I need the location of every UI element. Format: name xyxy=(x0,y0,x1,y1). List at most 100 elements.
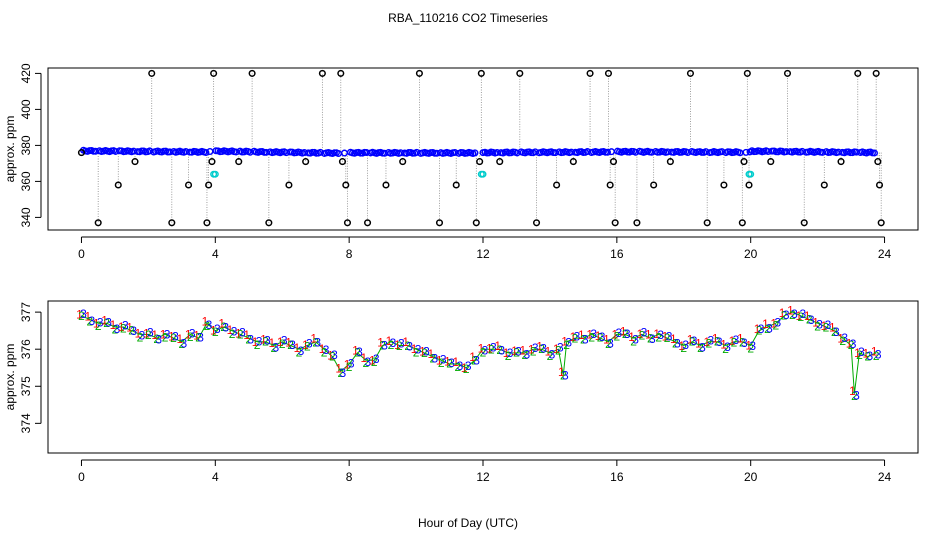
series-marker: 2 xyxy=(413,345,420,359)
series-marker: 1 xyxy=(176,332,183,346)
series-marker: 1 xyxy=(394,338,401,352)
spike-point xyxy=(720,181,728,189)
spike-point xyxy=(872,69,880,77)
series-marker: 2 xyxy=(254,338,261,352)
series-marker: 2 xyxy=(279,337,286,351)
series-line xyxy=(81,311,877,394)
series-marker: 1 xyxy=(611,328,618,342)
series-marker: 3 xyxy=(97,316,104,330)
cyan-point xyxy=(479,170,487,178)
series-marker: 2 xyxy=(220,320,227,334)
series-marker: 3 xyxy=(390,336,397,350)
series-marker: 3 xyxy=(791,307,798,321)
series-marker: 2 xyxy=(354,346,361,360)
series-marker: 3 xyxy=(473,354,480,368)
spike-point xyxy=(205,181,213,189)
series-marker: 2 xyxy=(145,328,152,342)
spike-point xyxy=(820,181,828,189)
series-marker: 3 xyxy=(440,353,447,367)
series-marker: 3 xyxy=(331,348,338,362)
series-marker: 2 xyxy=(95,319,102,333)
spike-point xyxy=(148,69,156,77)
spike-point xyxy=(94,219,102,227)
x-tick-label: 24 xyxy=(878,470,892,484)
series-marker: 2 xyxy=(86,314,93,328)
series-marker: 1 xyxy=(637,327,644,341)
x-tick-label: 20 xyxy=(744,247,758,261)
series-marker: 2 xyxy=(379,338,386,352)
series-marker: 1 xyxy=(126,320,133,334)
series-marker: 1 xyxy=(243,328,250,342)
x-tick-label: 16 xyxy=(610,247,624,261)
series-marker: 3 xyxy=(431,351,438,365)
series-marker: 2 xyxy=(296,345,303,359)
series-marker: 3 xyxy=(825,318,832,332)
series-marker: 2 xyxy=(555,343,562,357)
spike-point xyxy=(285,181,293,189)
series-marker: 2 xyxy=(179,337,186,351)
spike-point xyxy=(302,158,310,166)
series-marker: 1 xyxy=(461,361,468,375)
series-marker: 1 xyxy=(369,354,376,368)
spike-point xyxy=(476,158,484,166)
series-marker: 1 xyxy=(411,342,418,356)
series-marker: 3 xyxy=(482,343,489,357)
series-marker: 3 xyxy=(808,313,815,327)
series-marker: 2 xyxy=(505,349,512,363)
series-marker: 1 xyxy=(645,328,652,342)
series-marker: 3 xyxy=(850,337,857,351)
series-marker: 3 xyxy=(657,328,664,342)
y-tick-label: 360 xyxy=(19,171,33,191)
series-marker: 3 xyxy=(398,337,405,351)
series-marker: 3 xyxy=(540,342,547,356)
series-marker: 1 xyxy=(720,338,727,352)
series-marker: 3 xyxy=(465,359,472,373)
series-marker: 3 xyxy=(632,333,639,347)
series-marker: 1 xyxy=(486,341,493,355)
spike-point xyxy=(703,219,711,227)
spike-point xyxy=(364,219,372,227)
series-marker: 3 xyxy=(800,307,807,321)
series-marker: 2 xyxy=(371,355,378,369)
x-tick-label: 0 xyxy=(78,247,85,261)
series-marker: 2 xyxy=(547,349,554,363)
series-marker: 3 xyxy=(833,325,840,339)
series-marker: 2 xyxy=(672,336,679,350)
spike-point xyxy=(553,181,561,189)
spike-point xyxy=(740,158,748,166)
y-axis-label: approx. ppm xyxy=(3,344,17,411)
series-marker: 1 xyxy=(101,314,108,328)
spike-point xyxy=(738,219,746,227)
series-marker: 3 xyxy=(239,326,246,340)
spike-point xyxy=(743,69,751,77)
series-marker: 2 xyxy=(714,335,721,349)
series-marker: 2 xyxy=(329,350,336,364)
series-marker: 3 xyxy=(139,329,146,343)
spike-point xyxy=(837,158,845,166)
series-marker: 3 xyxy=(716,335,723,349)
series-marker: 3 xyxy=(406,340,413,354)
series-marker: 3 xyxy=(875,348,882,362)
series-marker: 1 xyxy=(737,331,744,345)
series-marker: 1 xyxy=(269,336,276,350)
series-marker: 1 xyxy=(595,329,602,343)
series-marker: 3 xyxy=(582,333,589,347)
series-marker: 2 xyxy=(480,346,487,360)
series-marker: 2 xyxy=(262,334,269,348)
series-marker: 2 xyxy=(680,341,687,355)
x-tick-label: 8 xyxy=(346,470,353,484)
series-marker: 1 xyxy=(402,335,409,349)
series-marker: 1 xyxy=(252,335,259,349)
spike-point xyxy=(338,158,347,166)
spike-point xyxy=(342,181,350,189)
spike-point xyxy=(666,158,674,166)
spike-point xyxy=(415,69,423,77)
series-marker: 1 xyxy=(327,348,334,362)
series-marker: 1 xyxy=(436,354,443,368)
series-marker: 2 xyxy=(78,309,85,323)
series-marker: 1 xyxy=(837,331,844,345)
series-marker: 3 xyxy=(88,314,95,328)
series-marker: 3 xyxy=(783,308,790,322)
y-tick-label: 340 xyxy=(19,207,33,227)
series-marker: 3 xyxy=(682,338,689,352)
